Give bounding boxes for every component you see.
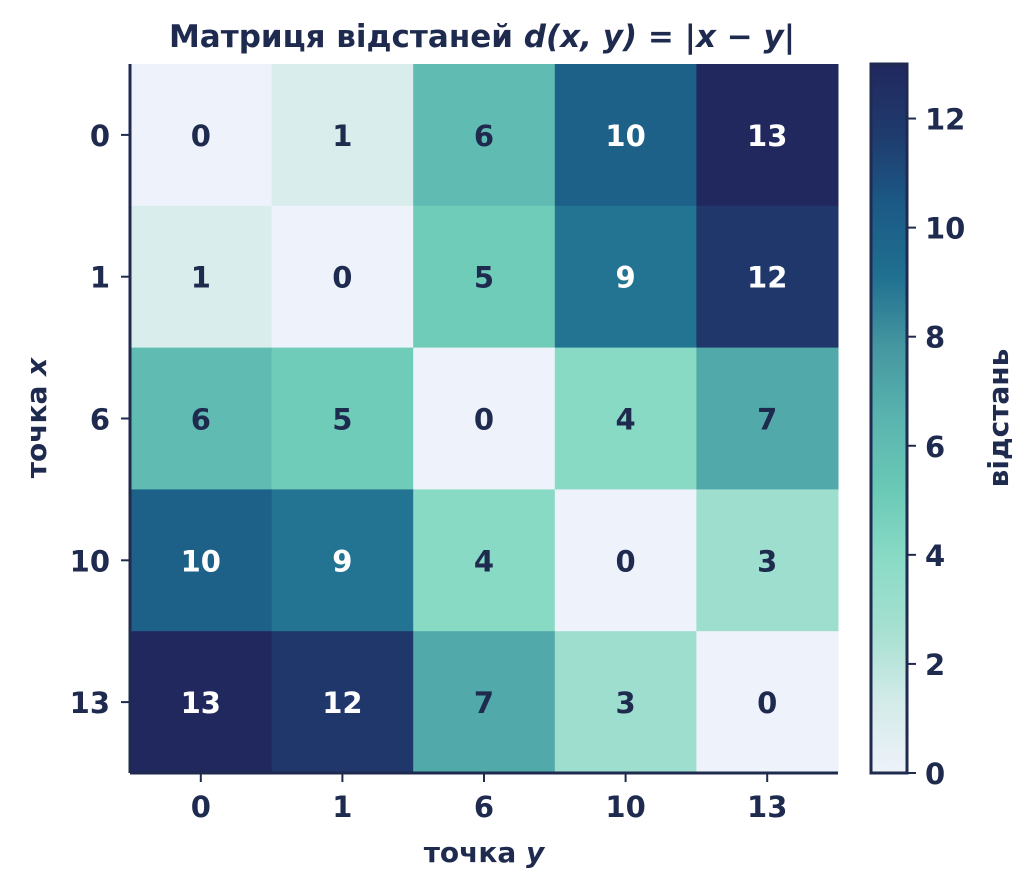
cell-value-label: 7 <box>474 686 494 720</box>
heatmap-cell <box>130 489 273 632</box>
x-axis-label-text: точка <box>424 836 526 869</box>
cell-value-label: 9 <box>616 261 636 295</box>
x-tick-label: 6 <box>474 790 494 824</box>
cell-value-label: 7 <box>757 403 777 437</box>
heatmap-cell <box>696 205 839 349</box>
heatmap-cell <box>696 631 839 774</box>
heatmap-cell <box>696 347 839 490</box>
heatmap-cell <box>130 205 273 349</box>
heatmap-cell <box>130 64 273 207</box>
colorbar-label: відстань <box>982 349 1015 488</box>
cell-value-label: 0 <box>757 686 777 720</box>
y-axis-label-text: точка <box>20 376 53 478</box>
heatmap-cell <box>413 347 556 490</box>
x-axis-label-var: y <box>526 836 546 869</box>
heatmap-cell <box>271 347 414 490</box>
cell-value-label: 0 <box>332 261 352 295</box>
heatmap-cell <box>554 489 697 632</box>
colorbar-tick-label: 10 <box>925 212 965 246</box>
cell-value-label: 12 <box>747 261 787 295</box>
y-tick-label: 0 <box>90 119 110 153</box>
colorbar-ticks: 0 2 4 6 8 10 12 <box>907 103 965 791</box>
cell-value-label: 12 <box>322 686 362 720</box>
heatmap-cell <box>413 64 556 207</box>
heatmap-cell <box>554 347 697 490</box>
colorbar-tick-label: 0 <box>925 757 945 791</box>
heatmap-cell-labels: 0 1 6 10 131 0 5 9 126 5 0 4 710 9 4 0 313 12 7 3 0 <box>181 119 788 720</box>
colorbar-tick-label: 4 <box>925 539 945 573</box>
colorbar-tick-label: 12 <box>925 103 965 137</box>
y-tick-label: 6 <box>90 403 110 437</box>
cell-value-label: 3 <box>757 544 777 578</box>
cell-value-label: 1 <box>191 261 211 295</box>
cell-value-label: 4 <box>616 403 636 437</box>
cell-value-label: 6 <box>474 119 494 153</box>
chart-title: Матриця відстаней d(x, y) = |x − y| <box>169 19 795 55</box>
cell-value-label: 13 <box>747 119 787 153</box>
y-axis-ticks: 0 1 6 10 13 <box>70 119 130 720</box>
y-tick-label: 10 <box>70 544 110 578</box>
cell-value-label: 0 <box>191 119 211 153</box>
cell-value-label: 5 <box>474 261 494 295</box>
cell-value-label: 0 <box>616 544 636 578</box>
colorbar-tick-label: 8 <box>925 321 945 355</box>
y-tick-label: 1 <box>90 261 110 295</box>
heatmap-cell <box>696 489 839 632</box>
cell-value-label: 9 <box>332 544 352 578</box>
cell-value-label: 5 <box>332 403 352 437</box>
chart-title-text: Матриця відстаней <box>169 19 524 55</box>
x-axis-ticks: 0 1 6 10 13 <box>191 773 787 824</box>
y-axis-label: точка x <box>20 357 53 478</box>
heatmap-cell <box>413 489 556 632</box>
heatmap-cell <box>271 631 414 774</box>
cell-value-label: 13 <box>181 686 221 720</box>
cell-value-label: 10 <box>181 544 221 578</box>
y-tick-label: 13 <box>70 686 110 720</box>
x-axis-label: точка y <box>424 836 546 869</box>
cell-value-label: 10 <box>605 119 645 153</box>
colorbar-tick-label: 6 <box>925 430 945 464</box>
cell-value-label: 3 <box>616 686 636 720</box>
x-tick-label: 0 <box>191 790 211 824</box>
heatmap-cell <box>554 64 697 207</box>
heatmap-cell <box>271 64 414 207</box>
cell-value-label: 4 <box>474 544 494 578</box>
heatmap-cell <box>271 205 414 349</box>
cell-value-label: 6 <box>191 403 211 437</box>
heatmap-cell <box>130 631 273 774</box>
heatmap-cell <box>413 205 556 349</box>
colorbar-tick-label: 2 <box>925 648 945 682</box>
heatmap-cell <box>130 347 273 490</box>
heatmap-cell <box>554 205 697 349</box>
x-tick-label: 10 <box>605 790 645 824</box>
colorbar <box>869 62 909 775</box>
x-tick-label: 13 <box>747 790 787 824</box>
chart-title-formula: d(x, y) = |x − y| <box>524 19 795 55</box>
heatmap-cell <box>696 64 839 207</box>
heatmap-cells <box>130 64 839 774</box>
x-tick-label: 1 <box>332 790 352 824</box>
heatmap-cell <box>271 489 414 632</box>
cell-value-label: 0 <box>474 403 494 437</box>
cell-value-label: 1 <box>332 119 352 153</box>
y-axis-label-var: x <box>20 357 53 378</box>
heatmap-cell <box>413 631 556 774</box>
heatmap-cell <box>554 631 697 774</box>
